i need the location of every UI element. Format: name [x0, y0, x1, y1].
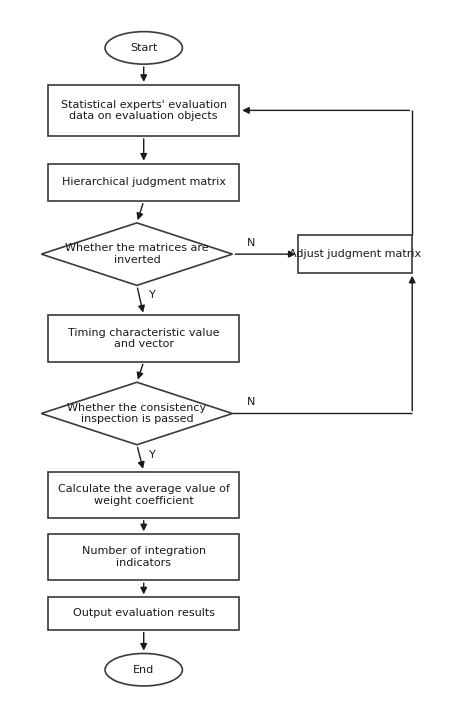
Text: Output evaluation results: Output evaluation results — [73, 608, 215, 619]
Bar — [48, 598, 239, 630]
Ellipse shape — [105, 654, 182, 686]
Text: Y: Y — [149, 450, 156, 459]
Polygon shape — [41, 382, 232, 445]
Text: Calculate the average value of
weight coefficient: Calculate the average value of weight co… — [58, 484, 230, 505]
Text: Number of integration
indicators: Number of integration indicators — [82, 547, 206, 568]
Text: Hierarchical judgment matrix: Hierarchical judgment matrix — [62, 177, 226, 188]
Text: Y: Y — [149, 290, 156, 300]
Text: N: N — [246, 238, 255, 248]
Ellipse shape — [105, 32, 182, 64]
Polygon shape — [41, 223, 232, 286]
Bar — [48, 534, 239, 580]
Text: Timing characteristic value
and vector: Timing characteristic value and vector — [68, 328, 219, 349]
Text: End: End — [133, 664, 155, 675]
Bar — [48, 472, 239, 518]
Text: Whether the consistency
inspection is passed: Whether the consistency inspection is pa… — [67, 403, 207, 425]
Text: Statistical experts' evaluation
data on evaluation objects: Statistical experts' evaluation data on … — [61, 100, 227, 121]
Text: N: N — [246, 397, 255, 407]
Text: Start: Start — [130, 43, 157, 53]
Text: Whether the matrices are
inverted: Whether the matrices are inverted — [65, 244, 209, 265]
Bar — [48, 85, 239, 136]
Bar — [48, 164, 239, 201]
Bar — [48, 316, 239, 361]
Bar — [299, 236, 412, 273]
Text: Adjust judgment matrix: Adjust judgment matrix — [289, 249, 421, 259]
